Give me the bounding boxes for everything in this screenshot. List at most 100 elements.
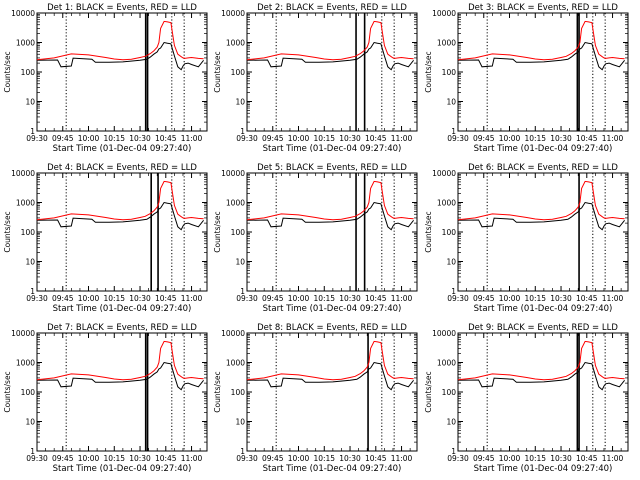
lld-series-line xyxy=(37,20,204,61)
x-tick-label: 09:30 xyxy=(26,134,48,143)
x-tick-label: 11:00 xyxy=(181,134,203,143)
x-axis-label: Start Time (01-Dec-04 09:27:40) xyxy=(263,464,402,474)
events-series-line xyxy=(37,41,204,71)
y-tick-label: 10000 xyxy=(11,329,35,338)
y-tick-label: 1000 xyxy=(437,359,456,368)
y-axis-label: Counts/sec xyxy=(424,371,433,412)
y-tick-label: 1000 xyxy=(226,199,245,208)
y-tick-label: 1 xyxy=(240,447,245,456)
y-tick-label: 1 xyxy=(451,447,456,456)
x-tick-label: 10:45 xyxy=(155,294,177,303)
events-series-line xyxy=(247,201,414,231)
panel-8: Det 8: BLACK = Events, RED = LLD 1 10 100 10… xyxy=(213,323,418,474)
x-tick-label: 10:30 xyxy=(550,454,572,463)
plot-frame xyxy=(246,172,418,292)
x-tick-label: 10:15 xyxy=(103,294,125,303)
x-tick-label: 11:00 xyxy=(391,454,413,463)
x-tick-label: 11:00 xyxy=(391,134,413,143)
x-tick-label: 10:30 xyxy=(550,294,572,303)
y-tick-label: 10 xyxy=(446,258,456,267)
y-axis-label: Counts/sec xyxy=(424,51,433,92)
panel-title: Det 1: BLACK = Events, RED = LLD xyxy=(47,3,197,13)
panel-title: Det 2: BLACK = Events, RED = LLD xyxy=(257,3,407,13)
y-tick-label: 100 xyxy=(21,388,36,397)
panel-6: Det 6: BLACK = Events, RED = LLD 1 10 100 10… xyxy=(424,163,629,314)
x-axis-label: Start Time (01-Dec-04 09:27:40) xyxy=(53,144,192,154)
x-tick-label: 09:30 xyxy=(447,294,469,303)
y-axis-label: Counts/sec xyxy=(3,211,12,252)
y-tick-label: 1000 xyxy=(226,359,245,368)
x-tick-label: 10:00 xyxy=(78,294,100,303)
x-tick-label: 09:45 xyxy=(473,294,495,303)
x-tick-label: 09:45 xyxy=(52,134,74,143)
x-tick-label: 09:45 xyxy=(262,454,284,463)
plot-frame xyxy=(36,332,208,452)
x-tick-label: 10:15 xyxy=(524,454,546,463)
y-tick-label: 10 xyxy=(446,98,456,107)
y-tick-label: 10 xyxy=(25,98,35,107)
x-tick-label: 09:30 xyxy=(447,134,469,143)
x-tick-label: 09:30 xyxy=(236,134,258,143)
y-tick-label: 1000 xyxy=(437,199,456,208)
y-tick-label: 10 xyxy=(446,418,456,427)
x-tick-label: 09:45 xyxy=(262,134,284,143)
x-tick-label: 11:00 xyxy=(181,454,203,463)
y-axis-label: Counts/sec xyxy=(213,51,222,92)
y-tick-label: 10000 xyxy=(221,329,245,338)
x-tick-label: 10:45 xyxy=(576,134,598,143)
y-tick-label: 1 xyxy=(30,447,35,456)
x-axis-label: Start Time (01-Dec-04 09:27:40) xyxy=(474,304,613,314)
x-axis-label: Start Time (01-Dec-04 09:27:40) xyxy=(53,464,192,474)
panel-title: Det 8: BLACK = Events, RED = LLD xyxy=(257,323,407,333)
y-tick-label: 100 xyxy=(231,228,246,237)
y-tick-label: 1000 xyxy=(16,39,35,48)
x-tick-label: 10:00 xyxy=(78,454,100,463)
x-tick-label: 10:00 xyxy=(288,134,310,143)
x-axis-label: Start Time (01-Dec-04 09:27:40) xyxy=(263,304,402,314)
y-tick-label: 10000 xyxy=(432,9,456,18)
x-tick-label: 09:45 xyxy=(262,294,284,303)
panel-title: Det 3: BLACK = Events, RED = LLD xyxy=(468,3,618,13)
x-axis-label: Start Time (01-Dec-04 09:27:40) xyxy=(474,464,613,474)
panel-title: Det 9: BLACK = Events, RED = LLD xyxy=(468,323,618,333)
x-tick-label: 09:45 xyxy=(473,454,495,463)
lld-series-line xyxy=(247,340,414,381)
plot-frame xyxy=(36,172,208,292)
x-tick-label: 11:00 xyxy=(602,294,624,303)
panel-9: Det 9: BLACK = Events, RED = LLD 1 10 100 10… xyxy=(424,323,629,474)
panel-7: Det 7: BLACK = Events, RED = LLD 1 10 100 10… xyxy=(3,323,208,474)
events-series-line xyxy=(247,41,414,71)
x-tick-label: 10:45 xyxy=(576,454,598,463)
y-tick-label: 10 xyxy=(235,258,245,267)
x-tick-label: 09:30 xyxy=(26,294,48,303)
x-tick-label: 11:00 xyxy=(181,294,203,303)
x-tick-label: 10:45 xyxy=(155,454,177,463)
y-tick-label: 1000 xyxy=(16,359,35,368)
x-tick-label: 10:45 xyxy=(576,294,598,303)
panel-title: Det 6: BLACK = Events, RED = LLD xyxy=(468,163,618,173)
panel-2: Det 2: BLACK = Events, RED = LLD 1 10 100 10… xyxy=(213,3,418,154)
x-tick-label: 09:45 xyxy=(473,134,495,143)
lld-series-line xyxy=(37,340,204,381)
y-tick-label: 1000 xyxy=(16,199,35,208)
x-tick-label: 10:00 xyxy=(499,294,521,303)
y-tick-label: 100 xyxy=(442,388,457,397)
y-tick-label: 1 xyxy=(451,127,456,136)
y-tick-label: 10 xyxy=(25,258,35,267)
events-series-line xyxy=(458,361,625,391)
y-tick-label: 1 xyxy=(240,127,245,136)
y-tick-label: 10000 xyxy=(11,169,35,178)
y-tick-label: 10000 xyxy=(432,169,456,178)
y-axis-label: Counts/sec xyxy=(424,211,433,252)
lld-series-line xyxy=(247,180,414,221)
y-tick-label: 1000 xyxy=(437,39,456,48)
x-tick-label: 10:45 xyxy=(155,134,177,143)
y-tick-label: 1 xyxy=(30,287,35,296)
x-tick-label: 10:45 xyxy=(365,454,387,463)
x-tick-label: 09:30 xyxy=(236,294,258,303)
y-tick-label: 10000 xyxy=(221,9,245,18)
y-tick-label: 10 xyxy=(235,98,245,107)
y-tick-label: 100 xyxy=(442,68,457,77)
y-tick-label: 10000 xyxy=(221,169,245,178)
